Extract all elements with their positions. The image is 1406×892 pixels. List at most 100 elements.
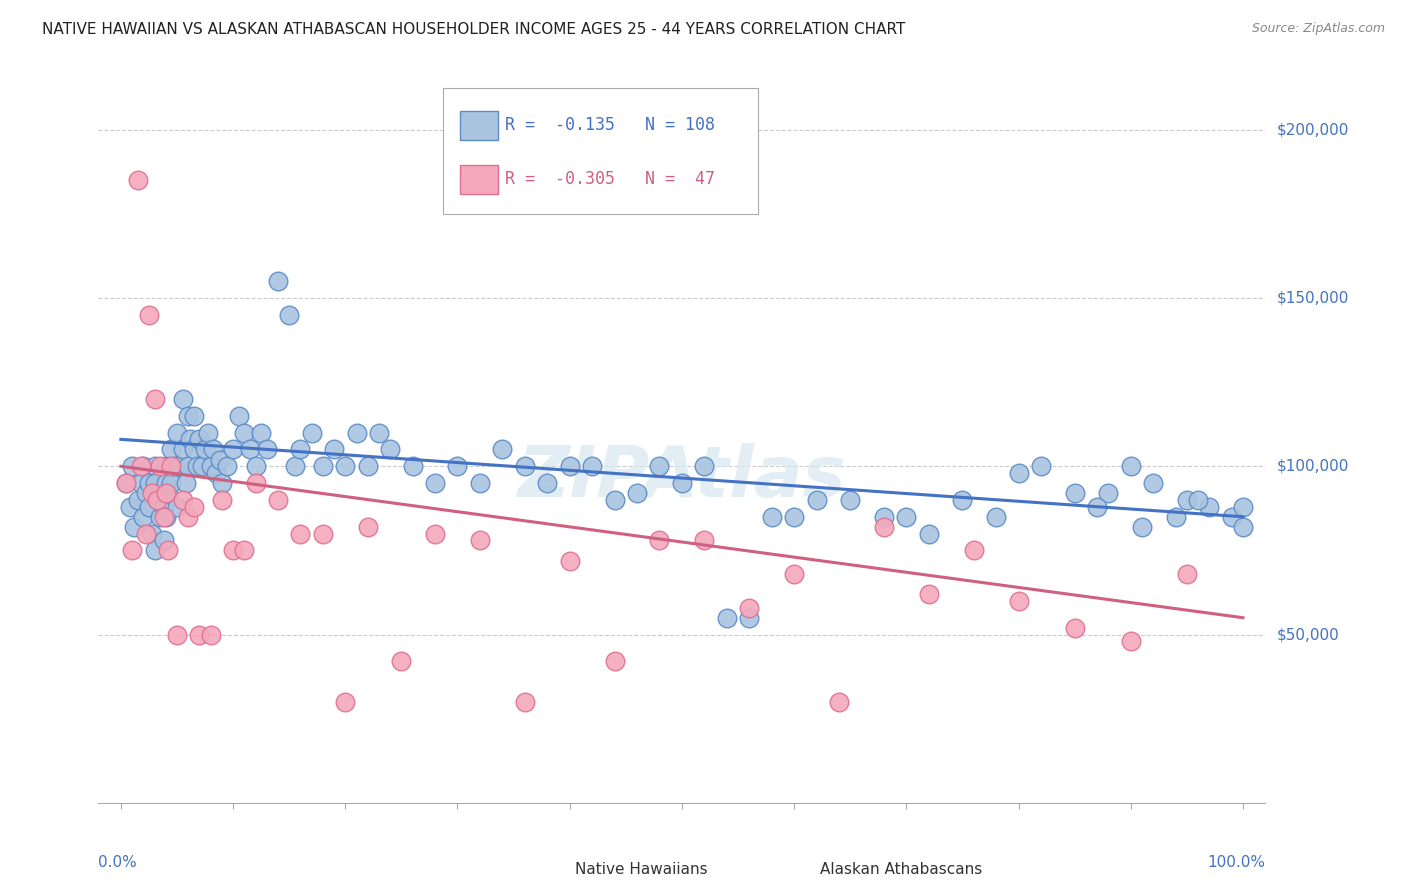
Point — [1232, 500, 1254, 514]
Point — [716, 610, 738, 624]
Point — [188, 433, 211, 447]
Point — [127, 492, 149, 507]
Point — [1175, 492, 1198, 507]
Point — [205, 466, 228, 480]
Point — [873, 520, 896, 534]
Point — [149, 509, 172, 524]
Point — [918, 526, 941, 541]
Point — [143, 392, 166, 406]
Point — [155, 509, 177, 524]
Point — [160, 442, 183, 457]
Point — [138, 500, 160, 514]
Point — [167, 459, 190, 474]
Point — [761, 509, 783, 524]
Point — [1085, 500, 1108, 514]
Point — [172, 492, 194, 507]
Point — [166, 627, 188, 641]
Point — [323, 442, 346, 457]
Point — [141, 486, 163, 500]
Point — [124, 520, 146, 534]
Point — [423, 476, 446, 491]
Point — [693, 459, 716, 474]
Point — [962, 543, 984, 558]
Point — [1164, 509, 1187, 524]
Point — [626, 486, 648, 500]
Point — [1063, 621, 1085, 635]
Point — [357, 459, 380, 474]
Point — [368, 425, 391, 440]
Point — [217, 459, 239, 474]
Point — [1097, 486, 1119, 500]
Point — [141, 526, 163, 541]
Point — [873, 509, 896, 524]
Point — [301, 425, 323, 440]
Point — [211, 492, 233, 507]
Point — [513, 695, 536, 709]
Text: 100.0%: 100.0% — [1208, 855, 1265, 870]
Point — [648, 459, 671, 474]
Point — [239, 442, 262, 457]
Point — [155, 459, 177, 474]
Text: NATIVE HAWAIIAN VS ALASKAN ATHABASCAN HOUSEHOLDER INCOME AGES 25 - 44 YEARS CORR: NATIVE HAWAIIAN VS ALASKAN ATHABASCAN HO… — [42, 22, 905, 37]
Point — [290, 526, 312, 541]
Point — [233, 543, 256, 558]
Point — [149, 486, 172, 500]
Point — [127, 173, 149, 187]
Point — [183, 409, 205, 423]
Point — [984, 509, 1007, 524]
Point — [828, 695, 851, 709]
Point — [143, 459, 166, 474]
Point — [738, 600, 761, 615]
Text: $200,000: $200,000 — [1277, 122, 1348, 137]
Point — [129, 459, 152, 474]
Point — [156, 543, 179, 558]
Point — [1175, 566, 1198, 581]
Point — [197, 425, 219, 440]
Point — [671, 476, 693, 491]
Point — [1198, 500, 1220, 514]
Point — [166, 425, 188, 440]
Point — [183, 442, 205, 457]
Point — [952, 492, 974, 507]
Point — [146, 492, 169, 507]
Point — [188, 627, 211, 641]
Point — [200, 627, 222, 641]
Point — [1119, 634, 1142, 648]
Point — [513, 459, 536, 474]
Point — [118, 500, 141, 514]
Text: $50,000: $50,000 — [1277, 627, 1340, 642]
Point — [1187, 492, 1209, 507]
Point — [278, 308, 301, 322]
Point — [1119, 459, 1142, 474]
Text: 0.0%: 0.0% — [98, 855, 138, 870]
Point — [378, 442, 402, 457]
Text: Native Hawaiians: Native Hawaiians — [575, 862, 707, 877]
Point — [138, 308, 160, 322]
Text: Source: ZipAtlas.com: Source: ZipAtlas.com — [1251, 22, 1385, 36]
Point — [1220, 509, 1243, 524]
Point — [335, 695, 357, 709]
Point — [335, 459, 357, 474]
Point — [245, 476, 267, 491]
Point — [346, 425, 368, 440]
Point — [177, 459, 200, 474]
Text: R =  -0.135   N = 108: R = -0.135 N = 108 — [505, 116, 714, 135]
Point — [177, 409, 200, 423]
Point — [132, 509, 155, 524]
Point — [156, 486, 179, 500]
Point — [558, 553, 581, 567]
Point — [290, 442, 312, 457]
Point — [267, 274, 290, 288]
Text: $100,000: $100,000 — [1277, 458, 1348, 474]
Point — [581, 459, 603, 474]
Point — [115, 476, 138, 491]
Point — [155, 476, 177, 491]
Point — [222, 442, 245, 457]
Point — [1007, 466, 1029, 480]
Point — [152, 509, 174, 524]
Point — [146, 492, 169, 507]
Text: R =  -0.305   N =  47: R = -0.305 N = 47 — [505, 170, 714, 188]
Point — [389, 655, 412, 669]
Point — [166, 500, 188, 514]
Point — [783, 566, 806, 581]
